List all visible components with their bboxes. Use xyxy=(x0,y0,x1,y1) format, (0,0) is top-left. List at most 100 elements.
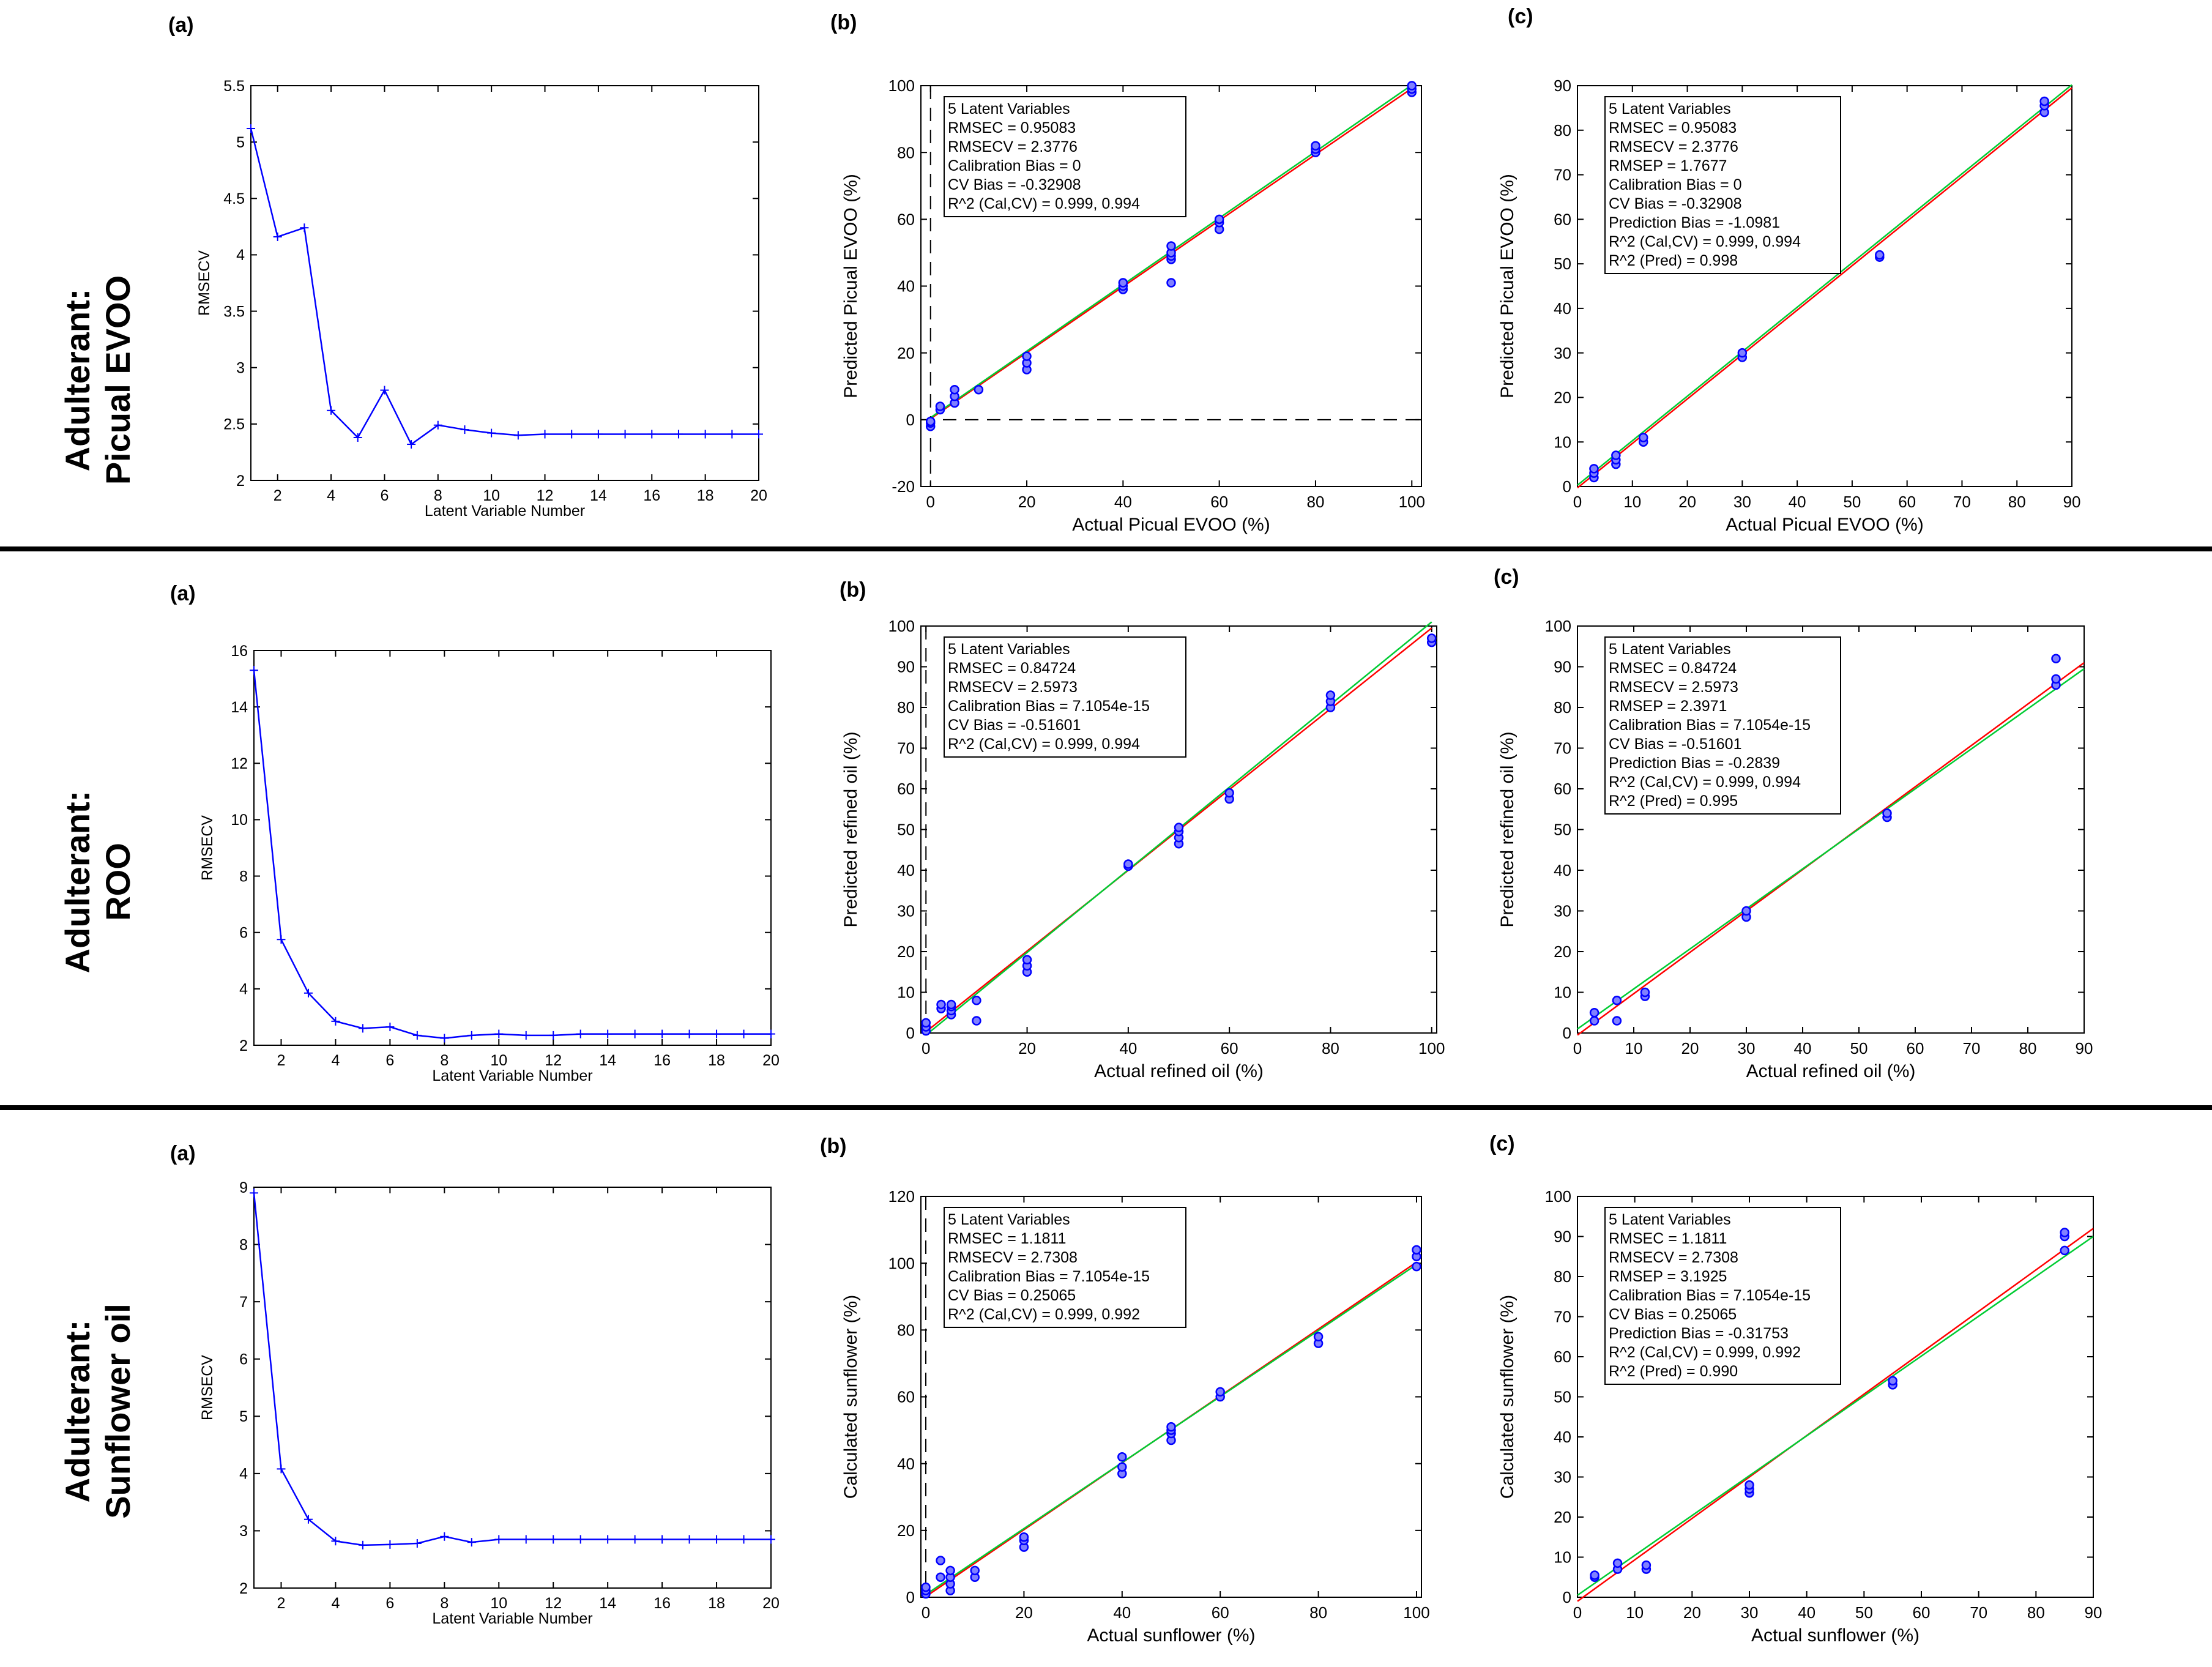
r2-p1-ytick-label: 8 xyxy=(239,868,248,885)
r3-p3-data-point xyxy=(2060,1228,2069,1237)
r1-p3-xtick-label: 50 xyxy=(1843,493,1861,511)
r1-p3-data-point xyxy=(1611,450,1621,460)
r2-p2-ytick-label: 30 xyxy=(897,902,915,920)
r3-p3-xtick-label: 80 xyxy=(2027,1603,2045,1622)
r3-p2-stats-line: 5 Latent Variables xyxy=(948,1211,1070,1228)
r3-p3-stats-line: R^2 (Cal,CV) = 0.999, 0.992 xyxy=(1609,1344,1801,1361)
r2-p1-series-line xyxy=(253,670,771,1039)
r2-p2-data-point xyxy=(921,1018,931,1028)
r1-p3-ytick-label: 0 xyxy=(1563,477,1571,496)
r1-p2-data-point xyxy=(935,401,945,411)
r1-p3-stats-box xyxy=(1604,96,1841,274)
r1-p1-data-point xyxy=(487,428,496,438)
r3-p1-data-point xyxy=(739,1535,748,1544)
r3-p1-data-point xyxy=(521,1535,531,1544)
r2-p3-stats-line: Calibration Bias = 7.1054e-15 xyxy=(1609,717,1811,734)
r1-p3-xtick-label: 60 xyxy=(1898,493,1916,511)
r1-p3-ytick-label: 10 xyxy=(1554,433,1571,451)
r1-p2-data-point xyxy=(1166,278,1176,288)
r3-p1-series-line xyxy=(253,1193,771,1546)
r1-p2-ytick-label: 100 xyxy=(888,76,915,95)
r2-p1-data-point xyxy=(549,1031,558,1040)
r1-p3-xtick-label: 10 xyxy=(1623,493,1641,511)
r3-p3-ytick-label: 90 xyxy=(1554,1228,1571,1246)
r1-p1-data-point xyxy=(300,223,309,233)
r2-p2-data-point xyxy=(972,1016,981,1026)
r3-p2-xtick-label: 20 xyxy=(1015,1603,1033,1622)
r2-p2-ytick-label: 50 xyxy=(897,821,915,839)
r1-p3-stats-line: R^2 (Pred) = 0.998 xyxy=(1609,252,1738,269)
r2-p3-ytick-label: 20 xyxy=(1554,942,1571,961)
r3-p1-xtick-label: 10 xyxy=(490,1595,507,1612)
r1-p3-ytick-label: 90 xyxy=(1554,76,1571,95)
r1-p2-data-point xyxy=(974,384,984,395)
r1-p3-ytick-label: 30 xyxy=(1554,344,1571,362)
r2-p1-data-point xyxy=(712,1029,721,1039)
r3-p2-stats-line: CV Bias = 0.25065 xyxy=(948,1287,1076,1304)
r1-p3-ytick-label: 40 xyxy=(1554,299,1571,318)
r2-p1-plot-frame xyxy=(253,650,772,1046)
r3-p1-ytick-label: 8 xyxy=(239,1236,248,1253)
r3-p1-xtick-label: 6 xyxy=(385,1595,394,1612)
r1-p3-fit-line-red xyxy=(1577,87,2072,489)
r2-p1-xtick-label: 4 xyxy=(331,1052,340,1069)
r1-p3-ytick-label: 80 xyxy=(1554,121,1571,140)
r1-p2-y-axis-title: Predicted Picual EVOO (%) xyxy=(841,174,861,398)
r2-p2-ytick-label: 40 xyxy=(897,861,915,879)
r2-p2-stats-line: 5 Latent Variables xyxy=(948,641,1070,658)
r2-p2-ytick-label: 100 xyxy=(888,617,915,635)
r3-p1-data-point xyxy=(685,1535,694,1544)
r2-p2-xtick-label: 100 xyxy=(1418,1039,1445,1057)
r2-p1-data-point xyxy=(467,1031,476,1040)
r3-p2-data-point xyxy=(936,1572,945,1582)
r3-p2-xtick-label: 0 xyxy=(922,1603,930,1622)
panel-label-1b: (b) xyxy=(830,11,857,34)
r3-p3-xtick-label: 50 xyxy=(1855,1603,1873,1622)
r2-p2-ytick-label: 90 xyxy=(897,658,915,676)
r1-p3-xtick-label: 90 xyxy=(2063,493,2081,511)
r1-p1-xtick-label: 18 xyxy=(697,487,714,504)
r1-p1-ytick-label: 4.5 xyxy=(223,190,245,207)
r2-p1-xtick-label: 2 xyxy=(277,1052,286,1069)
r1-p3-xtick-label: 40 xyxy=(1789,493,1806,511)
r2-p3-stats-line: R^2 (Pred) = 0.995 xyxy=(1609,792,1738,810)
r2-p2-data-point xyxy=(1224,788,1234,798)
r1-p3-stats-line: R^2 (Cal,CV) = 0.999, 0.994 xyxy=(1609,233,1801,250)
r1-p2-ytick-label: 80 xyxy=(897,143,915,162)
r1-p3-xtick-label: 80 xyxy=(2008,493,2026,511)
r3-p3-ytick-label: 20 xyxy=(1554,1508,1571,1526)
r2-p2-xtick-label: 0 xyxy=(922,1039,930,1057)
r1-p1-ytick-label: 4 xyxy=(236,247,245,264)
r1-p2-xtick-label: 0 xyxy=(926,493,934,511)
r1-p1-ytick-label: 2 xyxy=(236,472,245,490)
r3-p2-data-point xyxy=(1215,1387,1225,1397)
r2-p1-xtick-label: 6 xyxy=(385,1052,394,1069)
r1-p3-data-point xyxy=(1875,250,1885,260)
r1-p3-ytick-label: 60 xyxy=(1554,210,1571,228)
r2-p3-stats-line: R^2 (Cal,CV) = 0.999, 0.994 xyxy=(1609,774,1801,791)
r3-p3-data-point xyxy=(2060,1245,2069,1256)
r1-p1-ytick-label: 3 xyxy=(236,359,245,376)
r3-p2-data-point xyxy=(921,1582,931,1592)
r3-p3-ytick-label: 60 xyxy=(1554,1348,1571,1366)
r3-p3-fit-line-red xyxy=(1577,1228,2094,1602)
r2-p2-xtick-label: 40 xyxy=(1119,1039,1137,1057)
r1-p2-data-point xyxy=(1118,278,1128,288)
r2-p3-data-point xyxy=(1612,1016,1622,1026)
r2-p1-data-point xyxy=(303,988,313,998)
r1-p1-ytick-label: 5.5 xyxy=(223,78,245,95)
r1-p1-data-point xyxy=(247,124,255,133)
r1-p1-data-point xyxy=(754,430,763,439)
r1-p3-xtick-label: 70 xyxy=(1953,493,1971,511)
r1-p2-data-point xyxy=(1311,141,1320,151)
r3-p2-data-point xyxy=(1412,1261,1421,1272)
r2-p2-ytick-label: 0 xyxy=(906,1024,915,1042)
r2-p1-y-axis-title: RMSECV xyxy=(199,815,216,881)
r3-p1-ytick-label: 6 xyxy=(239,1351,248,1368)
r1-p2-ytick-label: 60 xyxy=(897,210,915,228)
r3-p3-ytick-label: 70 xyxy=(1554,1308,1571,1326)
r2-p3-stats-line: RMSECV = 2.5973 xyxy=(1609,679,1738,696)
r2-p1-data-point xyxy=(440,1034,449,1043)
r2-p1-xtick-label: 20 xyxy=(762,1052,780,1069)
